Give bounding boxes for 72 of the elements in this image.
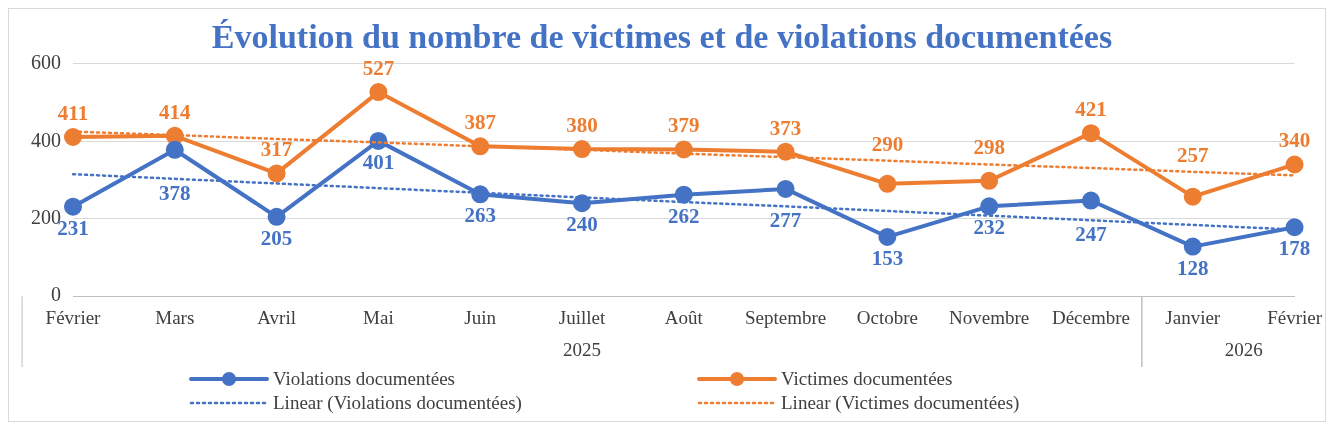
x-tick-label: Mai bbox=[363, 306, 394, 328]
point bbox=[267, 164, 286, 183]
point bbox=[64, 197, 82, 216]
point bbox=[980, 197, 999, 216]
x-tick-label: Octobre bbox=[856, 306, 918, 328]
point bbox=[776, 179, 795, 198]
y-tick-label: 0 bbox=[51, 283, 61, 306]
point bbox=[1285, 218, 1304, 237]
point bbox=[165, 140, 184, 159]
x-tick-label: Février bbox=[1267, 306, 1323, 328]
y-tick-label: 600 bbox=[31, 51, 61, 74]
x-tick-label: Septembre bbox=[744, 306, 827, 328]
x-tick-label: Novembre bbox=[949, 306, 1030, 328]
x-tick-label: Avril bbox=[257, 306, 296, 328]
data-label: 421 bbox=[1075, 97, 1107, 122]
x-tick-label: Août bbox=[664, 306, 704, 328]
data-label: 378 bbox=[159, 180, 191, 205]
point bbox=[674, 140, 693, 159]
point bbox=[1285, 155, 1304, 174]
data-label: 277 bbox=[769, 208, 802, 233]
point bbox=[1183, 187, 1202, 206]
data-label: 247 bbox=[1075, 222, 1107, 247]
point bbox=[776, 142, 795, 161]
data-label: 257 bbox=[1177, 142, 1209, 167]
data-label: 387 bbox=[464, 110, 496, 135]
point bbox=[572, 194, 591, 213]
point bbox=[267, 207, 286, 226]
data-label: 317 bbox=[260, 137, 293, 162]
data-label: 178 bbox=[1278, 236, 1311, 261]
legend-label: Violations documentées bbox=[273, 367, 455, 391]
point bbox=[980, 171, 999, 190]
point bbox=[674, 185, 693, 204]
data-label: 205 bbox=[260, 225, 293, 250]
point bbox=[1183, 237, 1202, 256]
point bbox=[1081, 191, 1100, 210]
point bbox=[64, 128, 82, 147]
data-label: 128 bbox=[1177, 255, 1209, 280]
data-label: 263 bbox=[464, 203, 496, 228]
data-label: 379 bbox=[668, 113, 700, 138]
data-label: 290 bbox=[871, 131, 904, 156]
data-label: 414 bbox=[159, 99, 192, 124]
point bbox=[1081, 124, 1100, 143]
legend-label: Linear (Violations documentées) bbox=[273, 391, 522, 415]
data-label: 232 bbox=[973, 215, 1005, 240]
legend-label: Victimes documentées bbox=[781, 367, 953, 391]
x-tick-label: Janvier bbox=[1165, 306, 1221, 328]
data-label: 340 bbox=[1278, 128, 1311, 153]
text: 2025 bbox=[562, 338, 601, 360]
point bbox=[878, 174, 897, 193]
data-label: 411 bbox=[57, 100, 89, 125]
text: 2026 bbox=[1224, 338, 1263, 360]
x-tick-label: Décembre bbox=[1051, 306, 1130, 328]
point bbox=[471, 137, 490, 156]
x-tick-label: Février bbox=[45, 306, 102, 328]
x-tick-label: Juin bbox=[464, 306, 497, 328]
data-label: 240 bbox=[566, 212, 598, 237]
point bbox=[878, 227, 897, 246]
data-label: 401 bbox=[362, 149, 395, 174]
legend-label: Linear (Victimes documentées) bbox=[781, 391, 1020, 415]
x-tick-label: Mars bbox=[155, 306, 195, 328]
data-label: 153 bbox=[871, 245, 904, 270]
x-tick-label: Juillet bbox=[558, 306, 606, 328]
point bbox=[369, 83, 388, 102]
data-label: 373 bbox=[769, 115, 802, 140]
point bbox=[471, 185, 490, 204]
y-tick-label: 400 bbox=[31, 128, 61, 151]
data-label: 262 bbox=[668, 203, 700, 228]
chart-title: Évolution du nombre de victimes et de violations documentées bbox=[211, 18, 1113, 56]
data-label: 380 bbox=[566, 112, 598, 137]
point bbox=[572, 140, 591, 159]
data-label: 298 bbox=[973, 135, 1005, 160]
data-label: 527 bbox=[362, 56, 395, 80]
